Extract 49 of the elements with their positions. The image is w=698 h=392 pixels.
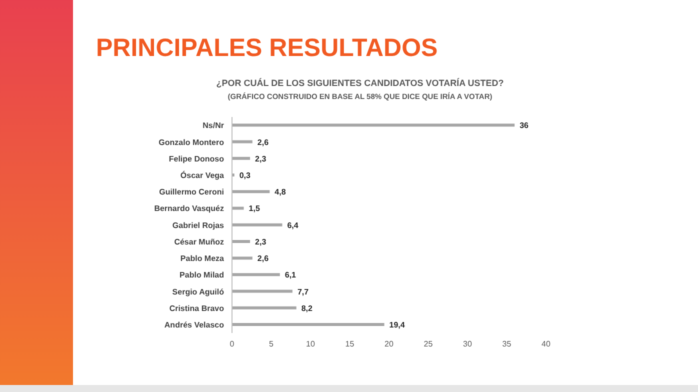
bar <box>232 156 250 160</box>
bar <box>232 306 296 310</box>
text: PRINCIPALES RESULTADOS <box>96 34 438 63</box>
y-tick-label: Ns/Nr <box>202 121 224 130</box>
data-label: 36 <box>520 121 530 130</box>
y-tick-label: Sergio Aguiló <box>172 287 224 296</box>
bar <box>232 124 515 127</box>
data-label: 2,6 <box>257 138 270 147</box>
bar <box>232 290 292 293</box>
bar <box>232 273 280 276</box>
x-tick-label: 15 <box>345 340 355 349</box>
y-tick-label: Cristina Bravo <box>169 304 224 313</box>
data-label: 6,4 <box>287 220 299 230</box>
x-tick-label: 25 <box>424 340 434 349</box>
chart-title: ¿POR CUÁL DE LOS SIGUIENTES CANDIDATOS VOTARÍA USTED? <box>215 78 505 88</box>
data-label: 0,3 <box>239 170 252 180</box>
bar <box>232 240 250 243</box>
y-tick-label: César Muñoz <box>174 237 224 246</box>
y-tick-label: Felipe Donoso <box>168 154 224 164</box>
y-tick-label: Guillermo Ceroni <box>159 188 224 197</box>
y-tick-label: Gabriel Rojas <box>172 220 225 230</box>
x-tick-label: 40 <box>542 340 551 349</box>
data-label: 2,3 <box>255 237 267 246</box>
y-tick-label: Óscar Vega <box>180 170 225 180</box>
y-tick-label: Bernardo Vasquéz <box>154 204 224 214</box>
x-tick-label: 35 <box>502 340 512 349</box>
bar <box>232 323 384 326</box>
x-tick-label: 30 <box>463 340 472 349</box>
data-label: 7,7 <box>297 287 310 296</box>
x-tick-label: 5 <box>269 340 274 349</box>
data-label: 4,8 <box>274 188 286 197</box>
data-label: 2,6 <box>257 254 270 264</box>
data-label: 1,5 <box>248 204 260 214</box>
data-label: 2,3 <box>255 154 267 164</box>
bar <box>232 190 270 194</box>
x-tick-label: 10 <box>306 340 316 349</box>
y-tick-label: Andrés Velasco <box>164 320 224 330</box>
bar <box>232 140 252 144</box>
data-label: 19,4 <box>389 320 406 330</box>
data-label: 8,2 <box>301 304 314 313</box>
bar <box>232 206 244 210</box>
x-tick-label: 0 <box>230 340 235 349</box>
y-tick-label: Pablo Milad <box>180 270 224 280</box>
y-tick-label: Pablo Meza <box>180 254 225 264</box>
x-tick-label: 20 <box>384 340 394 349</box>
bar <box>232 223 282 226</box>
y-tick-label: Gonzalo Montero <box>158 138 224 147</box>
bar <box>232 256 252 260</box>
data-label: 6,1 <box>284 270 297 280</box>
